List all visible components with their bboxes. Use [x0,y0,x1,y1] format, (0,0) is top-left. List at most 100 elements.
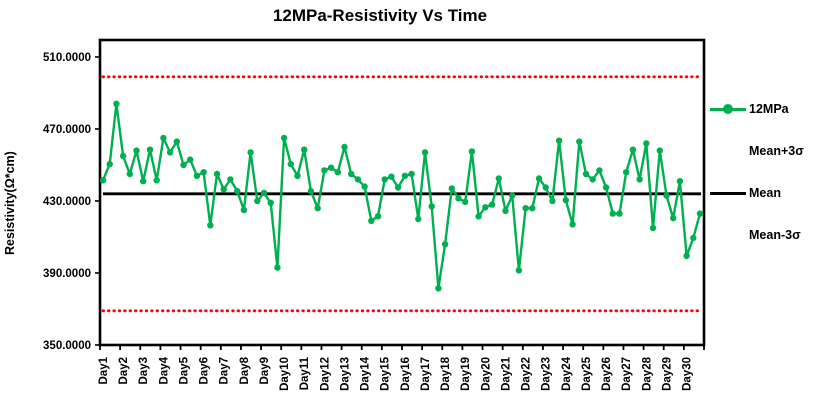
x-tick-label: Day11 [299,356,311,390]
data-point [421,149,429,156]
legend-label: Mean [749,186,781,200]
data-point [676,178,684,185]
data-point [388,173,395,180]
data-point [341,143,348,151]
data-point [549,197,556,205]
data-point [187,156,194,163]
x-tick-label: Day18 [440,356,452,390]
data-point [119,152,127,160]
legend: 12MPa Mean+3σ Mean Mean-3σ [710,95,816,249]
x-tick-label: Day24 [561,356,573,390]
data-point [274,264,281,271]
data-point [495,175,502,182]
legend-entry-mean-3σ: Mean-3σ [710,221,816,249]
data-point [361,183,368,190]
data-point [334,169,341,176]
x-tick-label: Day9 [259,357,271,385]
series-line-12mpa [101,102,702,290]
x-tick-label: Day1 [98,356,110,384]
x-tick-label: Day8 [239,356,251,384]
data-point [656,147,663,154]
data-point [462,198,469,206]
x-tick-label: Day27 [621,357,633,391]
y-tick-label: 390.0000 [43,268,91,280]
data-point [368,217,375,224]
data-point [576,138,583,145]
data-point [267,199,274,206]
data-point [207,222,214,229]
data-point [307,187,315,195]
x-tick-label: Day16 [400,357,412,391]
data-point [555,137,563,144]
data-point [683,252,690,260]
data-point [133,147,140,154]
data-point [348,170,355,178]
data-point [522,205,529,212]
x-tick-label: Day13 [339,357,351,391]
data-point [616,210,623,217]
x-tick-label: Day4 [158,356,170,384]
x-tick-label: Day30 [682,357,694,391]
data-point [126,170,133,178]
y-tick-label: 470.0000 [43,124,91,136]
data-point [643,140,650,147]
data-point [173,138,180,145]
data-point [213,170,221,178]
data-point [589,176,596,183]
x-tick-label: Day25 [581,356,593,390]
legend-label: Mean+3σ [749,144,804,158]
data-point [247,149,254,156]
data-point [354,176,362,183]
data-point [280,134,288,142]
data-point [696,210,704,217]
data-point [240,206,248,214]
x-tick-label: Day19 [460,357,472,391]
legend-swatch [710,188,746,198]
data-point [582,170,590,178]
data-point [629,146,637,153]
data-point [542,184,549,191]
data-point [153,177,160,184]
data-point [327,164,335,171]
data-point [535,175,543,182]
data-point [113,100,120,108]
data-point [193,172,201,179]
legend-label: Mean-3σ [749,228,801,242]
data-point [415,215,422,223]
legend-entry-mean: Mean [710,179,816,207]
data-point [321,167,328,174]
data-point [301,146,308,153]
data-point [227,176,234,183]
data-point [690,234,697,242]
x-tick-label: Day22 [521,357,533,391]
x-tick-label: Day5 [178,356,190,384]
data-point [254,197,261,205]
data-point [488,201,496,208]
data-point [99,177,107,184]
x-tick-label: Day20 [480,357,492,391]
data-point [381,176,388,183]
data-point [314,205,321,212]
data-point [649,224,657,232]
data-point [663,192,670,199]
legend-swatch [710,230,746,240]
data-point [502,207,509,215]
data-point [455,195,462,202]
data-point [140,178,147,185]
data-point [468,148,476,155]
data-point [374,213,382,220]
data-point [609,210,616,217]
data-point [294,172,301,179]
y-tick-label: 350.0000 [43,340,91,352]
data-point [475,213,482,220]
legend-swatch [710,146,746,156]
data-point [394,184,402,191]
x-tick-label: Day28 [641,356,653,390]
data-point [529,205,536,212]
data-point [106,160,113,168]
data-point [166,149,174,156]
data-point [509,192,516,199]
x-tick-label: Day29 [661,357,673,391]
chart-title: 12MPa-Resistivity Vs Time [272,6,488,25]
